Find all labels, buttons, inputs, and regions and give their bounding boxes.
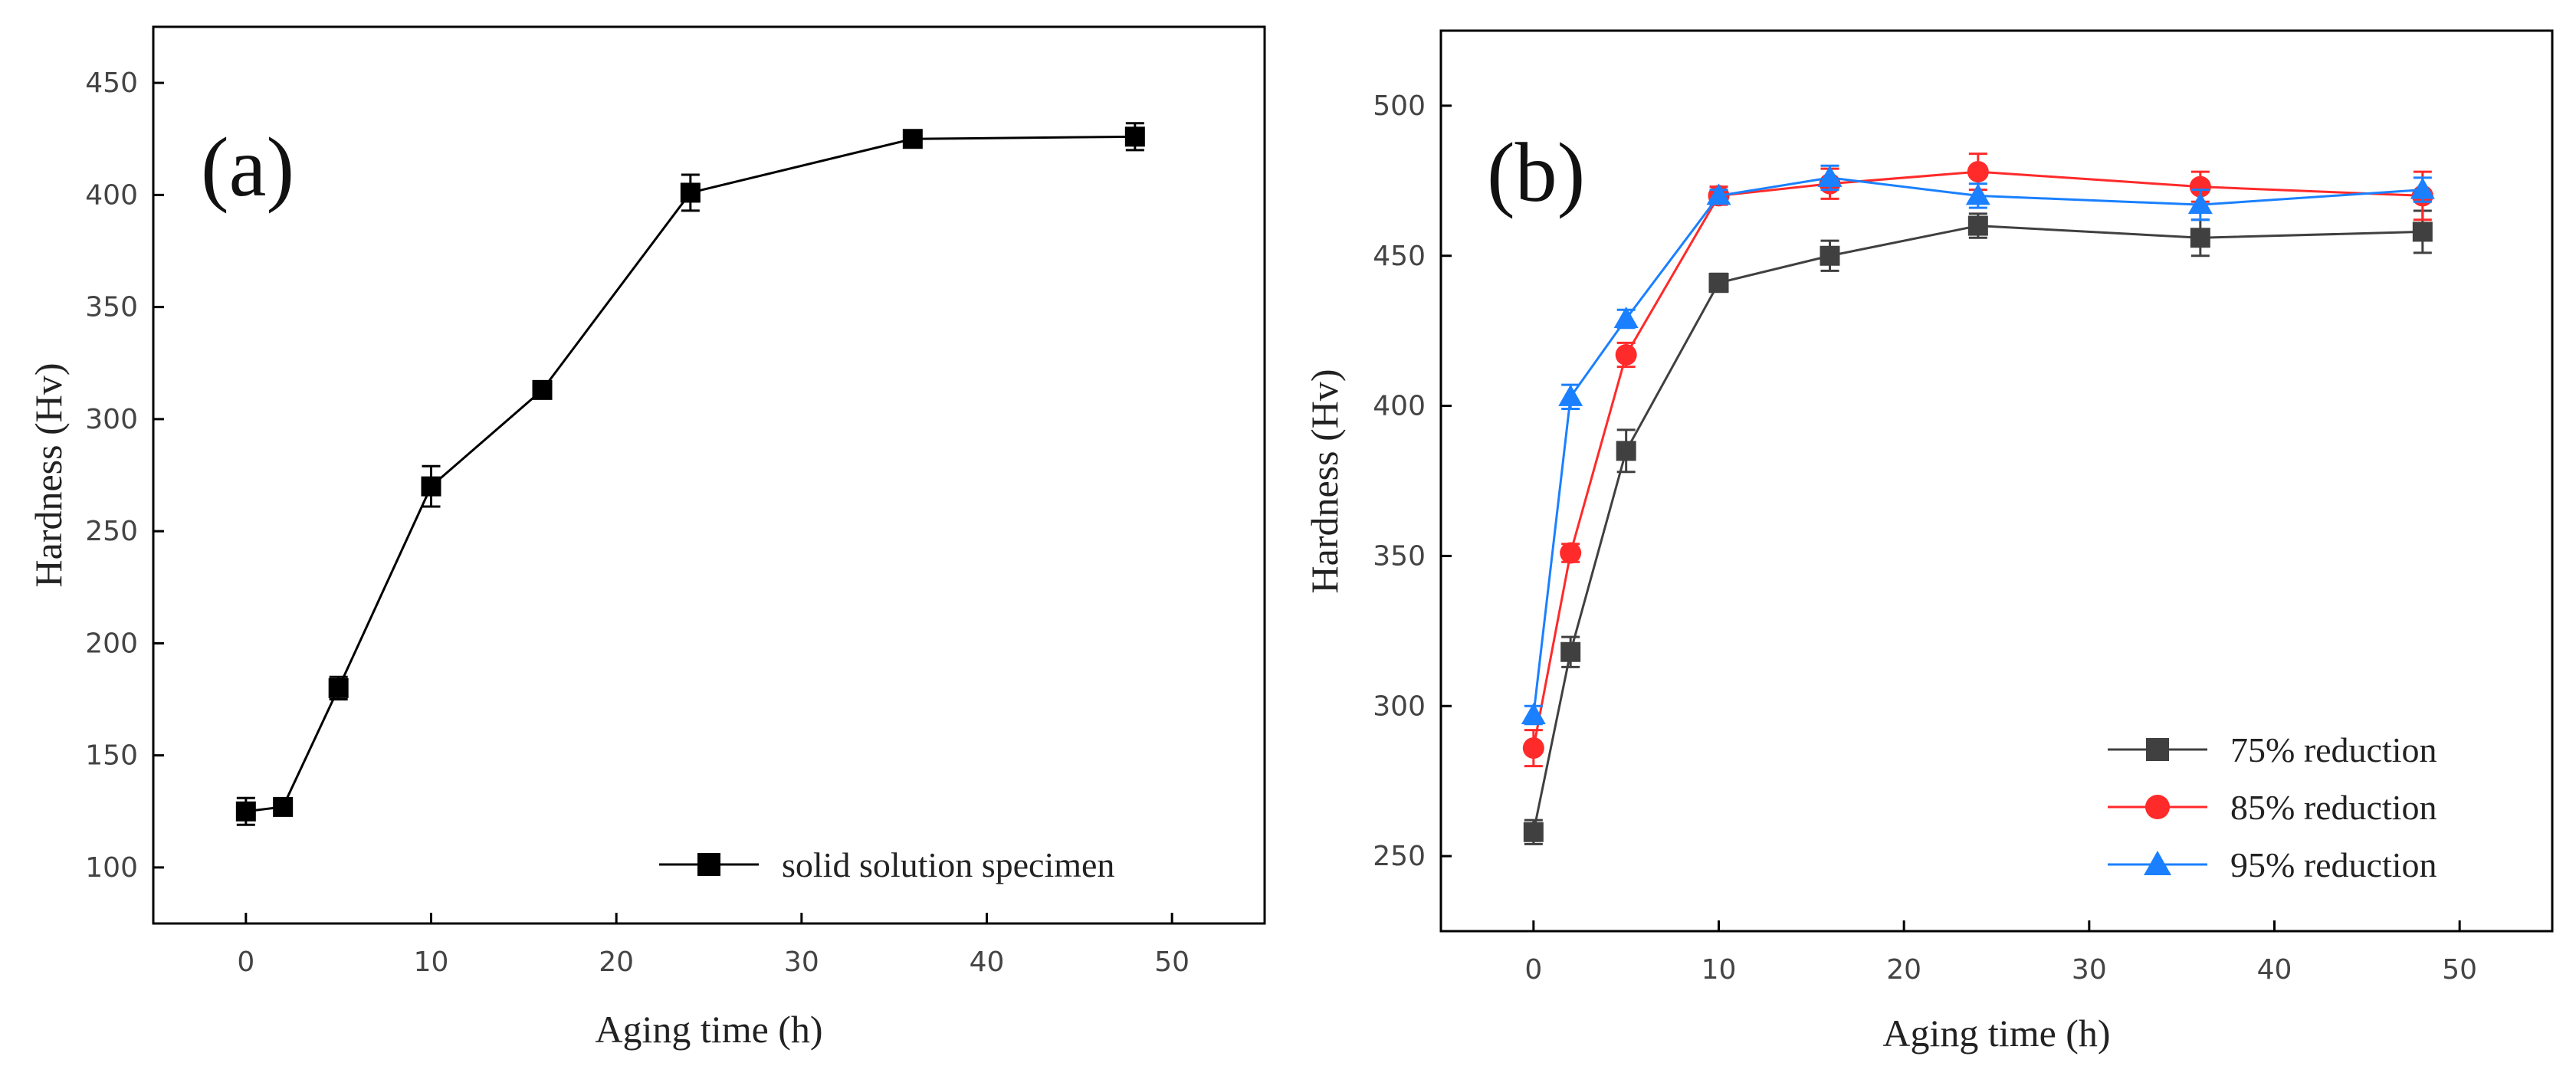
series-line-3 (1532, 176, 2423, 716)
x-tick-label: 50 (2442, 954, 2477, 986)
panel-b: 250 300 350 400 450 500 0 10 20 30 40 50 (b) Aging… (1303, 29, 2554, 1055)
x-tick-label: 40 (970, 946, 1005, 978)
y-tick-label: 300 (85, 404, 138, 435)
y-tick-label: 150 (85, 740, 138, 772)
x-tick-label: 20 (599, 946, 634, 978)
y-tick-label: 400 (1373, 391, 1426, 422)
legend-b-marker-2 (2145, 795, 2170, 819)
legend-a-label: solid solution specimen (782, 845, 1114, 884)
x-tick-label: 50 (1154, 946, 1190, 978)
data-point (2412, 221, 2433, 242)
y-ticks-a: 100 150 200 250 300 350 400 450 (85, 67, 164, 884)
legend-b-label-1: 75% reduction (2230, 730, 2437, 769)
y-tick-label: 250 (85, 516, 138, 547)
x-tick-label: 0 (1524, 954, 1542, 986)
data-point (1521, 703, 1546, 724)
series-layer-a (235, 122, 1145, 826)
data-point (1560, 542, 1582, 564)
y-tick-label: 450 (1373, 241, 1426, 272)
data-point (2187, 192, 2213, 215)
data-point (1708, 273, 1729, 293)
data-point (1965, 183, 1990, 205)
legend-b-label-3: 95% reduction (2230, 845, 2437, 884)
x-tick-label: 30 (784, 946, 819, 978)
data-point (2189, 176, 2211, 198)
legend-b-label-2: 85% reduction (2230, 788, 2437, 827)
data-point (235, 801, 256, 822)
data-point (1706, 183, 1731, 205)
y-axis-title-a: Hardness (Hv) (27, 363, 70, 588)
data-point (2410, 177, 2435, 199)
data-point (1523, 822, 1544, 842)
series-line-1 (245, 135, 1135, 813)
data-point (1967, 215, 1988, 236)
data-point (1613, 307, 1639, 328)
data-point (1558, 384, 1583, 406)
panel-label-a: (a) (201, 120, 294, 214)
panel-a: 100 150 200 250 300 350 400 450 0 10 20 30 40 50 (a)… (27, 25, 1266, 1051)
legend-a-marker (697, 853, 720, 876)
x-tick-label: 10 (1701, 954, 1737, 986)
data-point (1967, 161, 1989, 183)
data-point (1522, 737, 1544, 759)
series-line-1 (1532, 225, 2423, 833)
y-tick-label: 400 (85, 179, 138, 211)
x-tick-label: 40 (2257, 954, 2292, 986)
data-point (902, 129, 923, 149)
x-ticks-a: 0 10 20 30 40 50 (237, 913, 1190, 978)
data-point (1616, 441, 1636, 461)
panel-label-b: (b) (1487, 126, 1585, 219)
data-point (1615, 344, 1637, 366)
y-axis-title-b: Hardness (Hv) (1303, 369, 1346, 594)
y-tick-label: 450 (85, 67, 138, 99)
data-point (532, 379, 553, 400)
data-point (1560, 641, 1581, 662)
y-tick-label: 100 (85, 852, 138, 884)
data-point (273, 796, 294, 817)
y-tick-label: 350 (85, 292, 138, 323)
series-line-2 (1532, 170, 2423, 749)
x-axis-title-a: Aging time (h) (595, 1008, 822, 1051)
x-tick-label: 20 (1886, 954, 1921, 986)
plot-frame-a (152, 25, 1266, 925)
data-point (2190, 228, 2210, 248)
series-layer-b (1521, 153, 2435, 845)
x-tick-label: 0 (237, 946, 254, 978)
x-tick-label: 10 (414, 946, 449, 978)
y-tick-label: 500 (1373, 90, 1426, 122)
y-tick-label: 350 (1373, 540, 1426, 572)
x-tick-label: 30 (2072, 954, 2107, 986)
data-point (1820, 245, 1840, 266)
legend-b-marker-1 (2146, 738, 2169, 761)
y-tick-label: 200 (85, 628, 138, 659)
x-axis-title-b: Aging time (h) (1882, 1012, 2110, 1055)
data-point (680, 182, 701, 203)
legend-b: 75% reduction 85% reduction 95% reductio… (2108, 730, 2437, 884)
data-point (1124, 126, 1145, 147)
y-tick-label: 300 (1373, 691, 1426, 722)
plot-frame-b (1439, 29, 2554, 933)
data-point (421, 476, 441, 497)
y-ticks-b: 250 300 350 400 450 500 (1373, 90, 1452, 872)
y-tick-label: 250 (1373, 841, 1426, 872)
legend-b-marker-3 (2144, 851, 2171, 875)
x-ticks-b: 0 10 20 30 40 50 (1524, 920, 2477, 986)
data-point (1817, 165, 1843, 187)
data-point (328, 677, 349, 698)
legend-a: solid solution specimen (659, 845, 1114, 884)
